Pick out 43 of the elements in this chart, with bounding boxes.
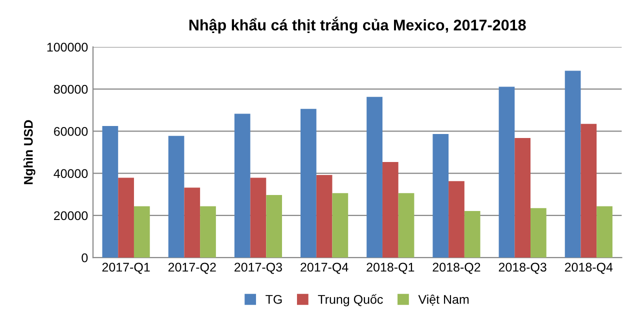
bar (448, 181, 464, 258)
x-tick-label: 2018-Q1 (366, 262, 414, 274)
bar (382, 162, 398, 258)
chart-title: Nhập khẩu cá thịt trắng của Mexico, 2017-2018 (189, 16, 526, 34)
bar (168, 136, 184, 258)
bar (580, 124, 597, 258)
bar (200, 206, 216, 258)
bar (530, 208, 546, 258)
legend-label: Trung Quốc (318, 294, 383, 306)
x-tick-label: 2018-Q4 (564, 262, 613, 274)
bar (498, 86, 515, 258)
bar (250, 178, 266, 258)
y-tick-label: 100000 (47, 42, 88, 52)
y-tick-label: 80000 (54, 84, 88, 94)
y-axis-title: Nghìn USD (24, 120, 36, 184)
bar (398, 193, 414, 258)
bar (184, 188, 200, 258)
x-tick-label: 2017-Q1 (102, 262, 150, 274)
legend-label: Việt Nam (418, 294, 469, 306)
y-tick-label: 40000 (54, 169, 88, 178)
bar (102, 126, 118, 258)
bar (596, 206, 612, 258)
bar (316, 175, 332, 258)
bar (514, 138, 531, 258)
bar (432, 134, 449, 258)
bar (300, 108, 316, 258)
x-tick-label: 2018-Q3 (498, 262, 546, 274)
bar (266, 195, 282, 258)
bar (332, 193, 348, 258)
x-tick-label: 2017-Q3 (234, 262, 282, 274)
legend-label: TG (266, 294, 282, 304)
bar (234, 114, 250, 258)
y-tick-label: 20000 (54, 211, 88, 220)
bar (134, 206, 150, 258)
bar (366, 96, 382, 258)
y-tick-label: 60000 (54, 127, 88, 136)
x-tick-label: 2018-Q2 (432, 262, 480, 274)
bar (118, 178, 134, 258)
x-tick-label: 2017-Q4 (300, 262, 348, 274)
bar (564, 70, 581, 258)
bar (464, 211, 480, 258)
x-tick-label: 2017-Q2 (168, 262, 216, 274)
y-tick-label: 0 (82, 253, 88, 262)
